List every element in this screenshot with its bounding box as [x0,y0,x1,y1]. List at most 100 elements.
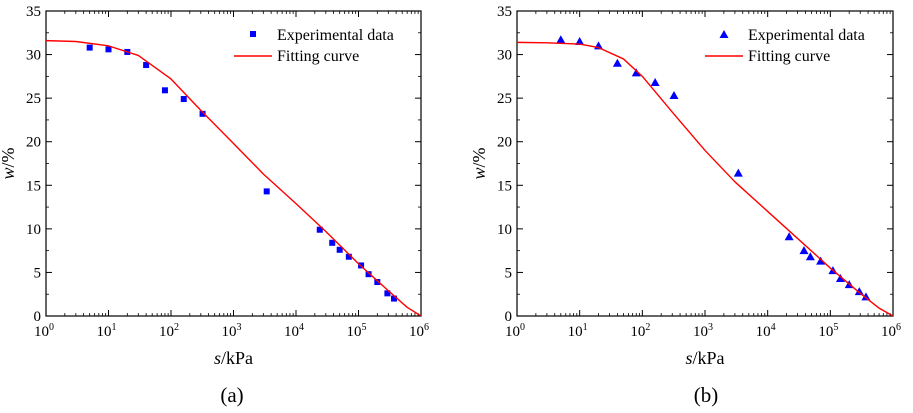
x-tick-exponent: 3 [237,322,242,333]
chart-panel-b: 100 101 102 103 104 105 10605101520253035s/kPa… [469,4,901,407]
x-tick-label: 101 [568,322,588,340]
x-tick-base: 10 [756,324,771,340]
x-tick-label: 100 [505,322,525,340]
x-tick-label: 102 [159,322,179,340]
x-tick-exponent: 0 [520,322,525,333]
data-point [631,68,641,77]
panel-caption: (a) [220,383,243,407]
data-point [861,292,871,301]
x-tick-base: 10 [568,324,583,340]
x-tick-base: 10 [284,324,299,340]
data-point [799,246,809,255]
y-axis-label: w/% [0,147,18,179]
y-tick-label: 20 [497,135,512,151]
legend-label-fitting: Fitting curve [277,48,359,65]
x-tick-base: 10 [505,324,520,340]
x-tick-label: 103 [693,322,713,340]
data-point [816,256,826,265]
chart-panel-a: 100 101 102 103 104 105 10605101520253035s/kPa… [0,4,429,407]
x-tick-exponent: 1 [112,322,117,333]
y-tick-label: 35 [497,4,512,20]
y-tick-label: 25 [26,91,41,107]
x-tick-base: 10 [222,324,237,340]
data-point [854,287,864,296]
fitting-curve-line [46,39,421,316]
x-tick-label: 106 [409,322,429,340]
y-tick-label: 10 [26,222,41,238]
x-tick-label: 105 [818,322,838,340]
data-point [733,168,743,177]
plot-frame [516,10,894,317]
data-point [263,188,270,195]
x-tick-label: 100 [34,322,54,340]
y-tick-label: 10 [497,222,512,238]
x-tick-exponent: 2 [645,322,650,333]
data-point [384,290,391,297]
data-point [612,58,622,67]
x-tick-exponent: 4 [771,322,776,333]
x-tick-base: 10 [630,324,645,340]
x-tick-base: 10 [693,324,708,340]
x-tick-base: 10 [881,324,896,340]
data-point [556,35,566,44]
y-axis-variable: w [469,167,489,179]
y-tick-label: 0 [34,309,42,325]
data-point [650,77,660,86]
x-tick-base: 10 [818,324,833,340]
x-tick-label: 104 [284,322,304,340]
x-tick-label: 101 [97,322,117,340]
fitting-curve-line [517,41,893,316]
data-point [329,239,336,246]
x-axis-label: s/kPa [685,348,724,368]
x-tick-label: 104 [756,322,776,340]
x-axis-variable: s [685,348,692,368]
x-tick-base: 10 [97,324,112,340]
x-tick-base: 10 [34,324,49,340]
x-axis-variable: s [214,348,221,368]
x-tick-exponent: 2 [174,322,179,333]
x-tick-label: 105 [347,322,367,340]
x-tick-base: 10 [347,324,362,340]
x-tick-exponent: 5 [362,322,367,333]
legend-marker-square [250,31,256,37]
x-axis-label: s/kPa [214,348,253,368]
y-tick-label: 15 [26,178,41,194]
x-axis-unit: /kPa [221,348,253,368]
data-point [143,62,150,69]
data-point [199,110,206,117]
data-point [374,279,381,286]
x-tick-label: 106 [881,322,901,340]
legend-label-fitting: Fitting curve [748,48,830,65]
data-point [86,44,93,51]
y-axis-unit: /% [0,147,18,167]
data-point [180,96,187,103]
y-tick-label: 30 [26,48,41,64]
data-point [365,271,372,278]
x-tick-exponent: 0 [49,322,54,333]
legend-label-experimental: Experimental data [748,27,865,44]
legend-label-experimental: Experimental data [277,27,394,44]
data-point [784,232,794,241]
x-axis-unit: /kPa [693,348,725,368]
data-point [669,91,679,100]
x-tick-base: 10 [409,324,424,340]
x-tick-exponent: 3 [708,322,713,333]
y-tick-label: 25 [497,91,512,107]
x-tick-exponent: 6 [424,322,429,333]
data-point [391,295,398,302]
y-tick-label: 20 [26,135,41,151]
x-tick-base: 10 [159,324,174,340]
legend-marker-triangle [719,30,729,38]
x-tick-exponent: 5 [833,322,838,333]
data-point [345,253,352,260]
y-tick-label: 5 [505,265,513,281]
x-tick-label: 103 [222,322,242,340]
x-tick-label: 102 [630,322,650,340]
y-tick-label: 0 [505,309,513,325]
data-point [805,252,815,261]
data-point [575,37,585,45]
y-axis-unit: /% [469,147,489,167]
data-point [835,274,845,283]
panel-caption: (b) [694,383,719,407]
